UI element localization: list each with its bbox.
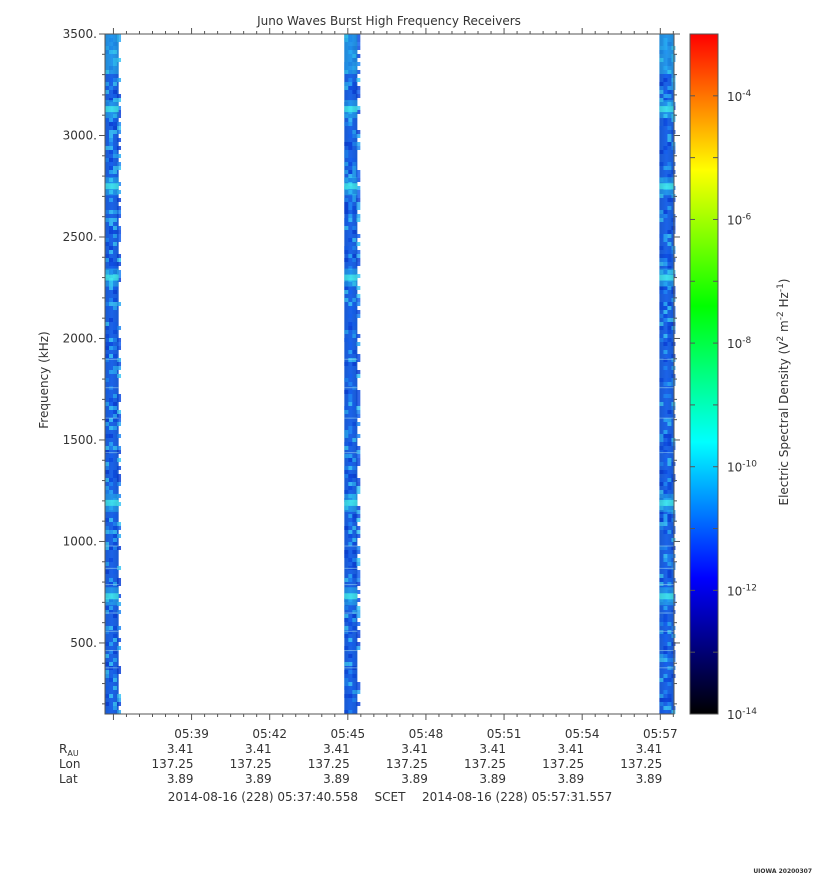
colorbar-tick-label: 10-12: [727, 583, 757, 598]
spectrogram-plot-area: [104, 33, 676, 715]
ephemeris-value: 3.89: [323, 772, 350, 786]
time-range: 2014-08-16 (228) 05:37:40.558 SCET 2014-…: [168, 790, 613, 804]
x-tick-label: 05:42: [252, 727, 287, 741]
y-tick-label: 1000.: [63, 534, 97, 548]
x-tick-label: 05:51: [487, 727, 522, 741]
x-tick-label: 05:57: [643, 727, 678, 741]
time-range-label: SCET: [375, 790, 407, 804]
ephemeris-value: 3.41: [401, 742, 428, 756]
ephemeris-value: 3.89: [401, 772, 428, 786]
ephemeris-table: RAU 3.41 3.41 3.41 3.41 3.41 3.41 3.41 Lon 137.25…: [59, 742, 662, 786]
ephemeris-value: 3.41: [323, 742, 350, 756]
ephemeris-value: 3.41: [479, 742, 506, 756]
ephemeris-value: 3.89: [245, 772, 272, 786]
y-tick-label: 3500.: [63, 27, 97, 41]
ephemeris-value: 3.89: [479, 772, 506, 786]
colorbar: 10-4 10-6 10-8 10-10 10-12 10-14 Electric Spe…: [689, 33, 791, 722]
y-axis-label: Frequency (kHz): [37, 331, 51, 428]
x-axis: 05:39 05:42 05:45 05:48 05:51 05:54 05:57: [112, 28, 678, 741]
ephemeris-value: 3.89: [557, 772, 584, 786]
y-tick-label: 2500.: [63, 230, 97, 244]
time-range-end: 2014-08-16 (228) 05:57:31.557: [422, 790, 612, 804]
ephemeris-row-label: RAU: [59, 742, 79, 758]
x-tick-label: 05:48: [409, 727, 444, 741]
ephemeris-value: 137.25: [308, 757, 350, 771]
time-range-start: 2014-08-16 (228) 05:37:40.558: [168, 790, 358, 804]
x-tick-label: 05:54: [565, 727, 600, 741]
data-burst: [659, 34, 676, 714]
colorbar-tick-label: 10-14: [727, 707, 757, 722]
ephemeris-value: 3.41: [636, 742, 663, 756]
y-tick-label: 500.: [70, 636, 97, 650]
ephemeris-value: 137.25: [152, 757, 194, 771]
data-burst: [344, 34, 361, 714]
colorbar-tick-label: 10-6: [727, 212, 752, 227]
ephemeris-value: 137.25: [542, 757, 584, 771]
ephemeris-value: 3.89: [636, 772, 663, 786]
ephemeris-value: 137.25: [230, 757, 272, 771]
ephemeris-value: 3.89: [167, 772, 194, 786]
footer-tag: UIOWA 20200307: [753, 868, 812, 875]
ephemeris-value: 3.41: [167, 742, 194, 756]
x-tick-label: 05:45: [331, 727, 366, 741]
ephemeris-value: 137.25: [386, 757, 428, 771]
ephemeris-value: 137.25: [620, 757, 662, 771]
y-tick-label: 3000.: [63, 128, 97, 142]
chart-title: Juno Waves Burst High Frequency Receiver…: [256, 14, 521, 28]
x-tick-label: 05:39: [174, 727, 209, 741]
y-tick-label: 1500.: [63, 433, 97, 447]
ephemeris-row-label: Lat: [59, 772, 78, 786]
ephemeris-value: 3.41: [557, 742, 584, 756]
colorbar-tick-label: 10-8: [727, 336, 752, 351]
data-burst: [105, 34, 122, 714]
ephemeris-row-label: Lon: [59, 757, 80, 771]
y-axis: 500. 1000. 1500. 2000. 2500. 3000. 3500.: [63, 27, 680, 705]
ephemeris-value: 3.41: [245, 742, 272, 756]
colorbar-label: Electric Spectral Density (V2 m-2 Hz-1): [776, 278, 791, 505]
colorbar-tick-label: 10-10: [727, 460, 757, 475]
colorbar-tick-label: 10-4: [727, 89, 752, 104]
y-tick-label: 2000.: [63, 331, 97, 345]
ephemeris-value: 137.25: [464, 757, 506, 771]
